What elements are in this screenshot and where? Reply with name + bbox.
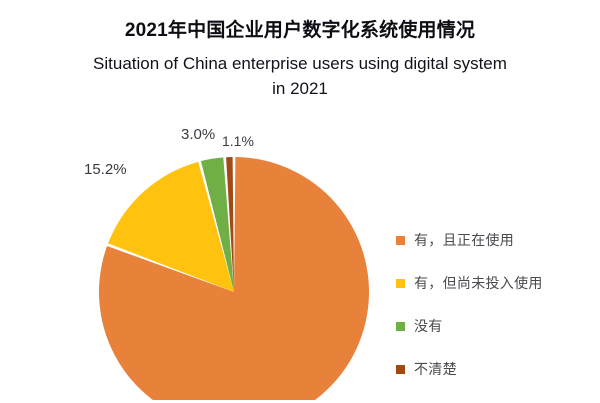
chart-title-block: 2021年中国企业用户数字化系统使用情况 Situation of China … <box>0 18 600 101</box>
legend-item[interactable]: 有，但尚未投入使用 <box>396 274 596 292</box>
pie-slice-group <box>99 157 369 400</box>
data-label-none: 3.0% <box>181 126 216 143</box>
legend-item-label: 有，但尚未投入使用 <box>414 275 543 291</box>
legend-swatch-icon <box>396 278 405 288</box>
chart-subtitle-line-2: in 2021 <box>272 79 328 98</box>
legend-item-label: 没有 <box>414 318 443 334</box>
legend-swatch-icon <box>396 364 405 374</box>
pie-slice[interactable] <box>200 157 234 292</box>
legend-item[interactable]: 不清楚 <box>396 360 596 378</box>
chart-subtitle: Situation of China enterprise users usin… <box>0 51 600 101</box>
legend-item[interactable]: 没有 <box>396 317 596 335</box>
legend-swatch-icon <box>396 321 405 331</box>
data-label-unclear: 1.1% <box>222 133 254 149</box>
legend-item-label: 不清楚 <box>414 361 457 377</box>
chart-subtitle-line-1: Situation of China enterprise users usin… <box>93 54 507 73</box>
chart-main-title: 2021年中国企业用户数字化系统使用情况 <box>124 20 476 41</box>
chart-legend: 有，且正在使用有，但尚未投入使用 没有不清楚 <box>396 231 596 403</box>
legend-item-label: 有，且正在使用 <box>414 232 515 248</box>
pie-slice[interactable] <box>99 157 369 400</box>
data-label-not-yet-in-use: 15.2% <box>84 161 127 178</box>
pie-slice[interactable] <box>226 157 234 292</box>
legend-item[interactable]: 有，且正在使用 <box>396 231 596 249</box>
pie-slice[interactable] <box>108 161 234 292</box>
legend-swatch-icon <box>396 235 405 245</box>
